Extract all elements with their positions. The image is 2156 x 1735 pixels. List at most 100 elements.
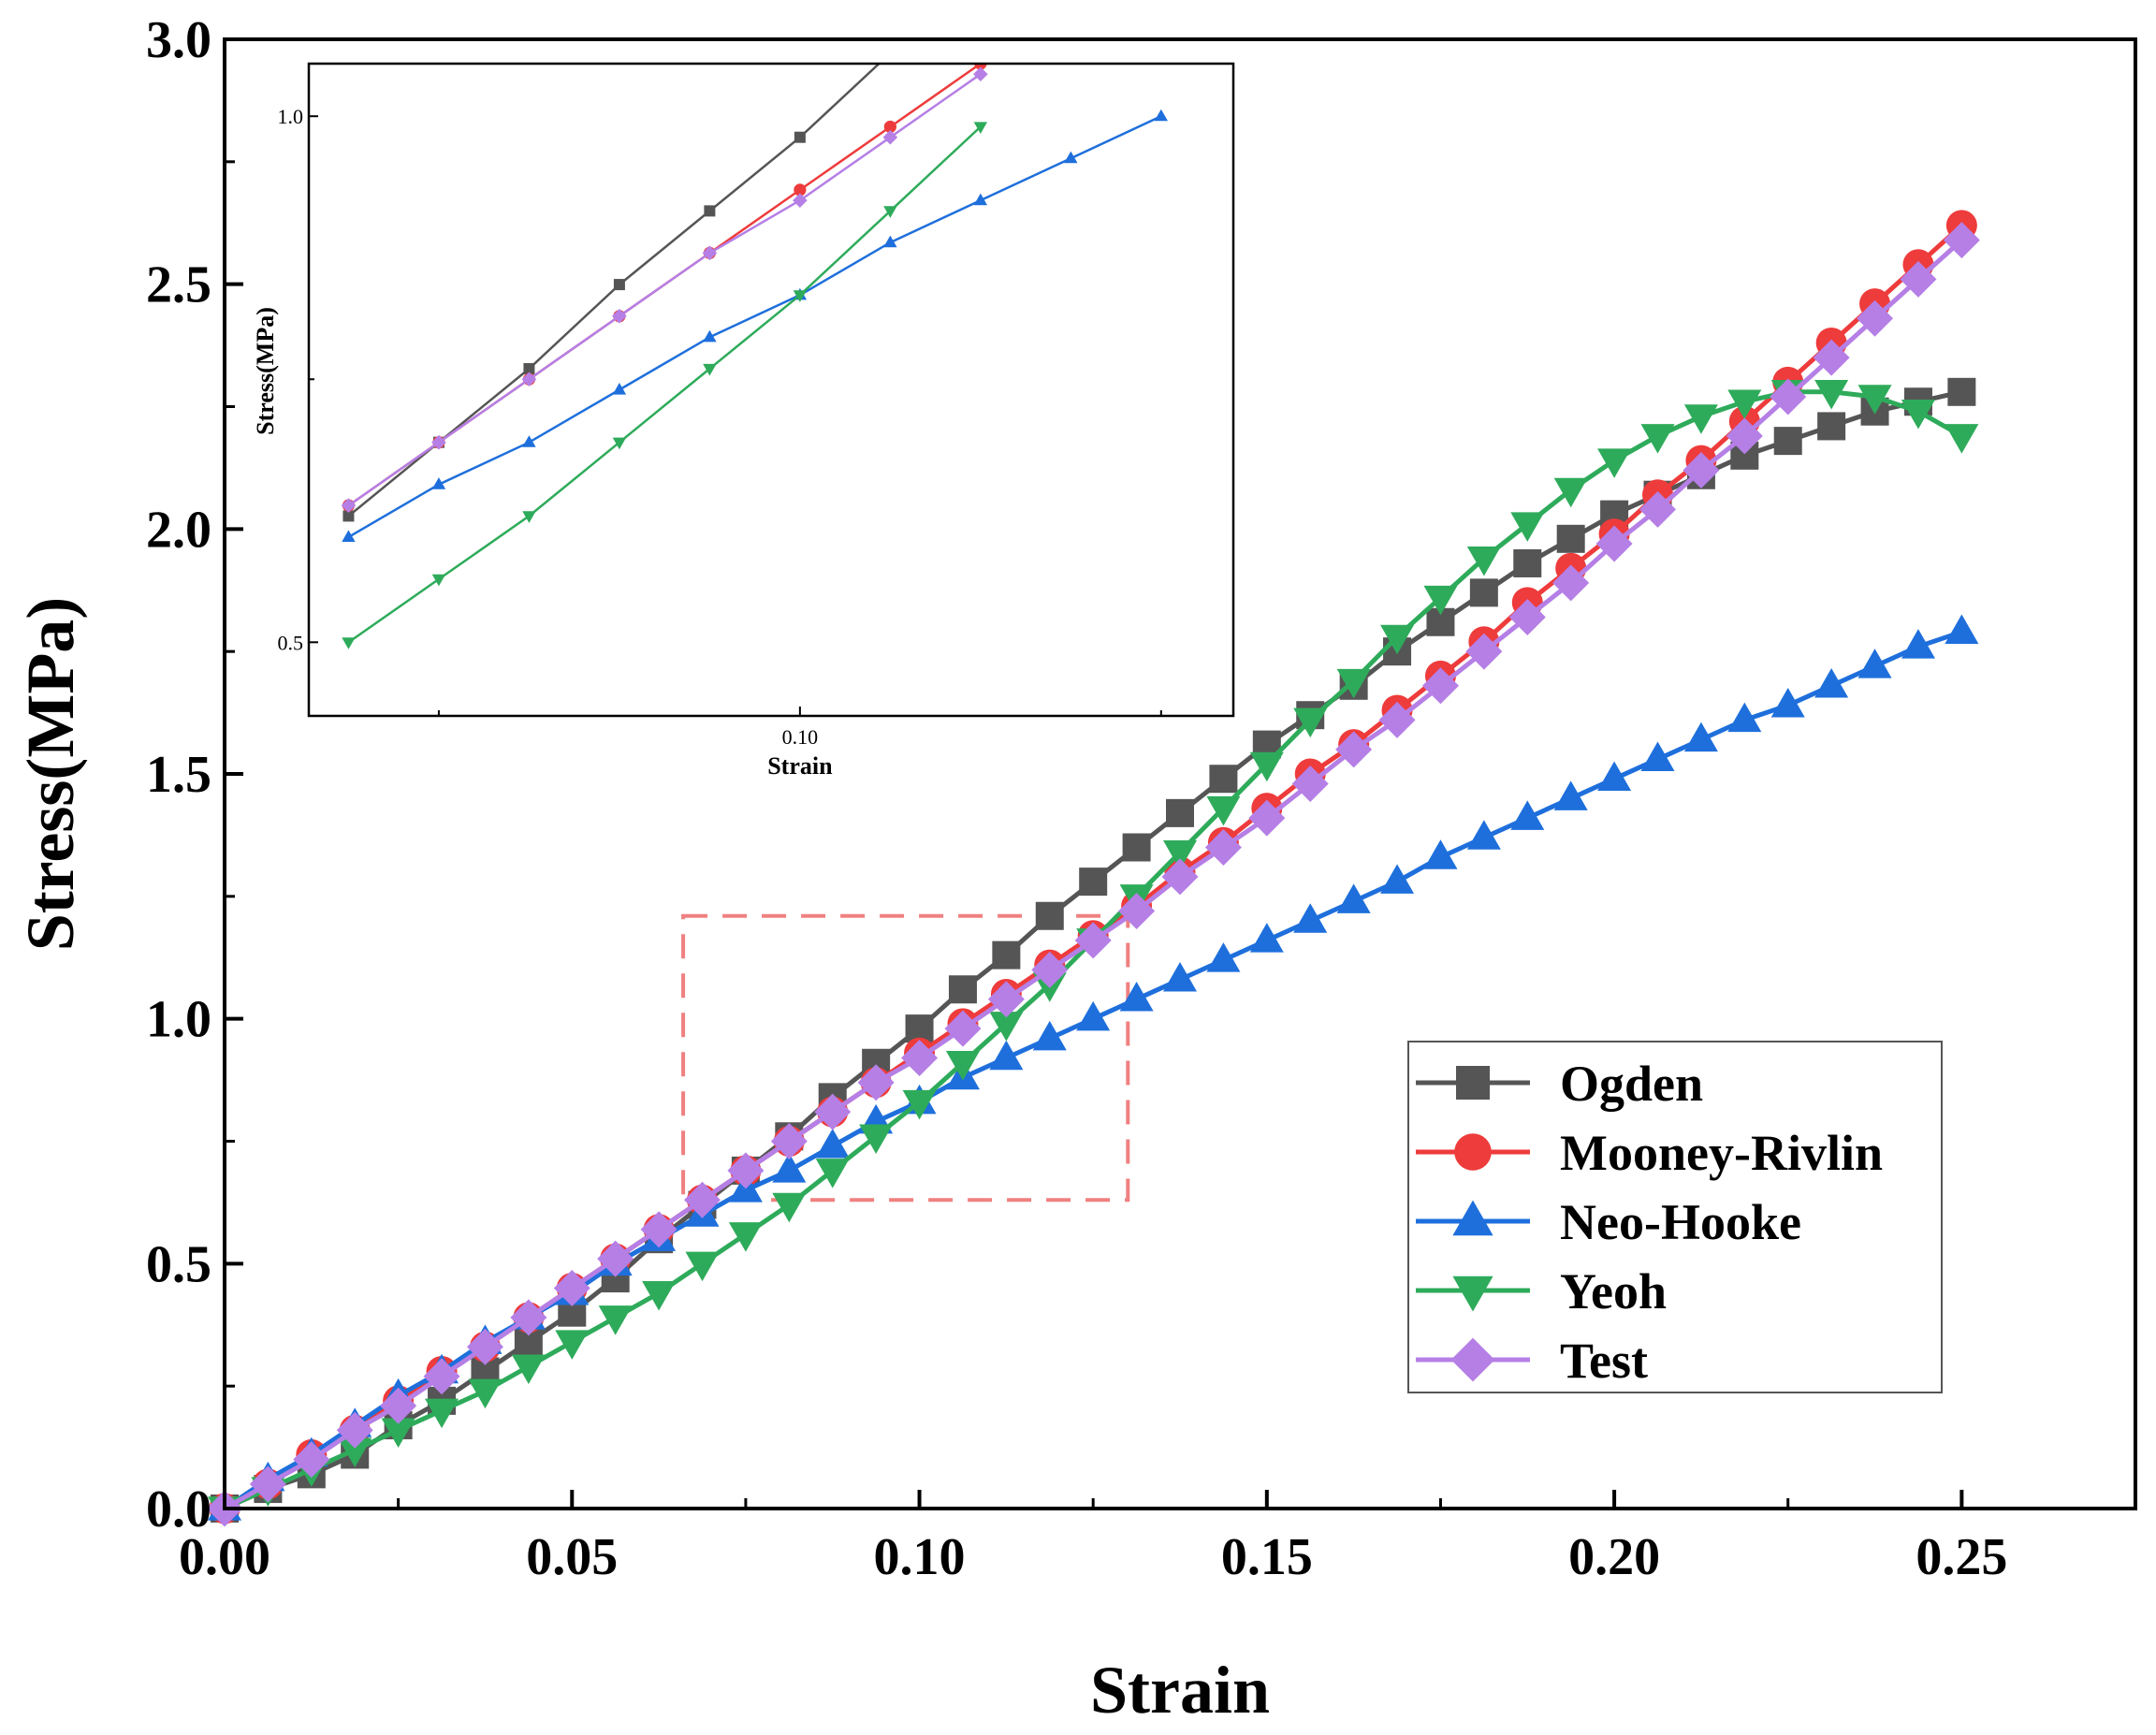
legend-label: Ogden: [1560, 1056, 1703, 1112]
data-point-yeoh: [1163, 839, 1197, 870]
data-point-neo-hooke: [1466, 820, 1501, 850]
data-point-neo-hooke: [1770, 687, 1805, 718]
x-tick-label: 0.20: [1568, 1528, 1660, 1586]
inset-data-point-neo-hooke: [883, 235, 897, 248]
data-point-ogden: [1773, 427, 1802, 456]
inset-data-point-yeoh: [703, 363, 717, 376]
data-point-test: [987, 981, 1025, 1018]
data-point-yeoh: [1683, 404, 1718, 434]
data-point-neo-hooke: [1945, 614, 1979, 644]
inset-series-neo-hooke: [342, 109, 1169, 542]
legend: Ogden Mooney-Rivlin Neo-Hooke Yeoh Test: [1407, 1041, 1943, 1393]
zoom-region-box: [681, 913, 1130, 1203]
data-point-test: [857, 1064, 895, 1101]
data-point-neo-hooke: [1423, 839, 1458, 869]
data-point-neo-hooke: [1119, 981, 1154, 1012]
data-point-yeoh: [1553, 477, 1588, 508]
series-test: [206, 222, 1980, 1527]
data-point-yeoh: [1901, 399, 1935, 430]
data-point-yeoh: [1466, 546, 1501, 576]
inset-data-point-test: [612, 309, 627, 324]
data-point-ogden: [1209, 765, 1238, 794]
data-point-neo-hooke: [1814, 668, 1849, 698]
inset-series-line-test: [347, 73, 982, 507]
inset-data-point-neo-hooke: [342, 530, 356, 542]
inset-data-point-ogden: [794, 131, 806, 143]
x-axis-title: Strain: [1090, 1653, 1270, 1728]
inset-data-point-yeoh: [612, 437, 627, 450]
data-point-test: [1465, 633, 1503, 670]
inset-data-point-yeoh: [883, 206, 897, 218]
data-point-yeoh: [511, 1354, 546, 1384]
inset-y-axis-title: Stress(MPa): [252, 307, 279, 435]
data-point-ogden: [1166, 798, 1194, 827]
data-point-yeoh: [1510, 512, 1545, 542]
legend-label: Test: [1560, 1333, 1648, 1389]
data-point-test: [553, 1270, 590, 1306]
y-tick-label: 1.0: [146, 991, 211, 1049]
inset-data-point-yeoh: [793, 290, 808, 302]
inset-data-point-neo-hooke: [703, 329, 717, 343]
data-point-test: [1639, 490, 1676, 528]
inset-data-point-neo-hooke: [973, 193, 988, 206]
data-point-test: [336, 1411, 373, 1449]
data-point-test: [380, 1387, 417, 1424]
legend-marker: [1454, 1133, 1492, 1171]
data-point-test: [466, 1328, 503, 1365]
data-point-test: [1857, 299, 1894, 337]
inset-data-point-neo-hooke: [522, 435, 536, 447]
x-tick-label: 0.00: [179, 1528, 270, 1586]
data-point-test: [1683, 452, 1720, 489]
data-point-test: [1118, 893, 1156, 930]
data-point-yeoh: [1814, 380, 1849, 410]
data-point-test: [770, 1123, 808, 1159]
inset-data-point-test: [341, 498, 357, 513]
data-point-neo-hooke: [1727, 702, 1762, 733]
inset-background: [309, 64, 1233, 716]
data-point-test: [1031, 951, 1069, 988]
inset-data-point-ogden: [704, 205, 716, 217]
data-point-yeoh: [772, 1192, 807, 1223]
data-point-yeoh: [1336, 668, 1371, 699]
legend-item-test: Test: [1416, 1333, 1648, 1389]
data-point-test: [1552, 564, 1590, 602]
data-point-neo-hooke: [1076, 1000, 1111, 1031]
inset-series-line-neo-hooke: [347, 115, 1162, 538]
data-point-test: [1421, 667, 1459, 705]
data-point-yeoh: [945, 1051, 980, 1081]
data-point-test: [1335, 731, 1373, 768]
inset-series-test: [341, 66, 988, 513]
inset-data-point-neo-hooke: [612, 383, 627, 395]
inset-data-point-mooney-rivlin: [974, 64, 987, 70]
legend-box: [1407, 1041, 1943, 1393]
legend-marker: [1452, 1200, 1493, 1236]
inset-y-tick-label: 0.5: [278, 631, 304, 654]
data-point-neo-hooke: [815, 1128, 850, 1159]
data-point-neo-hooke: [1032, 1020, 1067, 1051]
legend-marker: [1456, 1066, 1490, 1100]
data-point-neo-hooke: [1380, 864, 1415, 894]
inset-data-point-mooney-rivlin: [883, 120, 896, 134]
inset-data-point-neo-hooke: [1064, 151, 1078, 164]
legend-item-yeoh: Yeoh: [1416, 1263, 1667, 1319]
inset-plot: 0.5 1.0 0.10 Strain Stress(MPa): [252, 62, 1235, 780]
data-point-yeoh: [1857, 385, 1892, 415]
inset-data-point-mooney-rivlin: [794, 183, 807, 197]
data-point-yeoh: [1206, 795, 1241, 826]
inset-x-axis-title: Strain: [767, 752, 833, 780]
data-point-test: [684, 1181, 721, 1218]
data-point-test: [1770, 378, 1807, 416]
data-point-ogden: [992, 940, 1021, 970]
data-point-yeoh: [642, 1280, 677, 1311]
inset-data-point-test: [793, 193, 808, 208]
y-tick-label: 3.0: [146, 11, 211, 69]
legend-label: Yeoh: [1560, 1263, 1667, 1319]
y-axis-title: Stress(MPa): [13, 597, 88, 952]
inset-data-point-test: [521, 372, 537, 387]
data-point-yeoh: [728, 1222, 763, 1252]
data-point-test: [1161, 858, 1199, 896]
legend-item-mooney-rivlin: Mooney-Rivlin: [1416, 1125, 1883, 1181]
data-point-ogden: [1817, 412, 1846, 441]
data-point-ogden: [1469, 578, 1498, 607]
